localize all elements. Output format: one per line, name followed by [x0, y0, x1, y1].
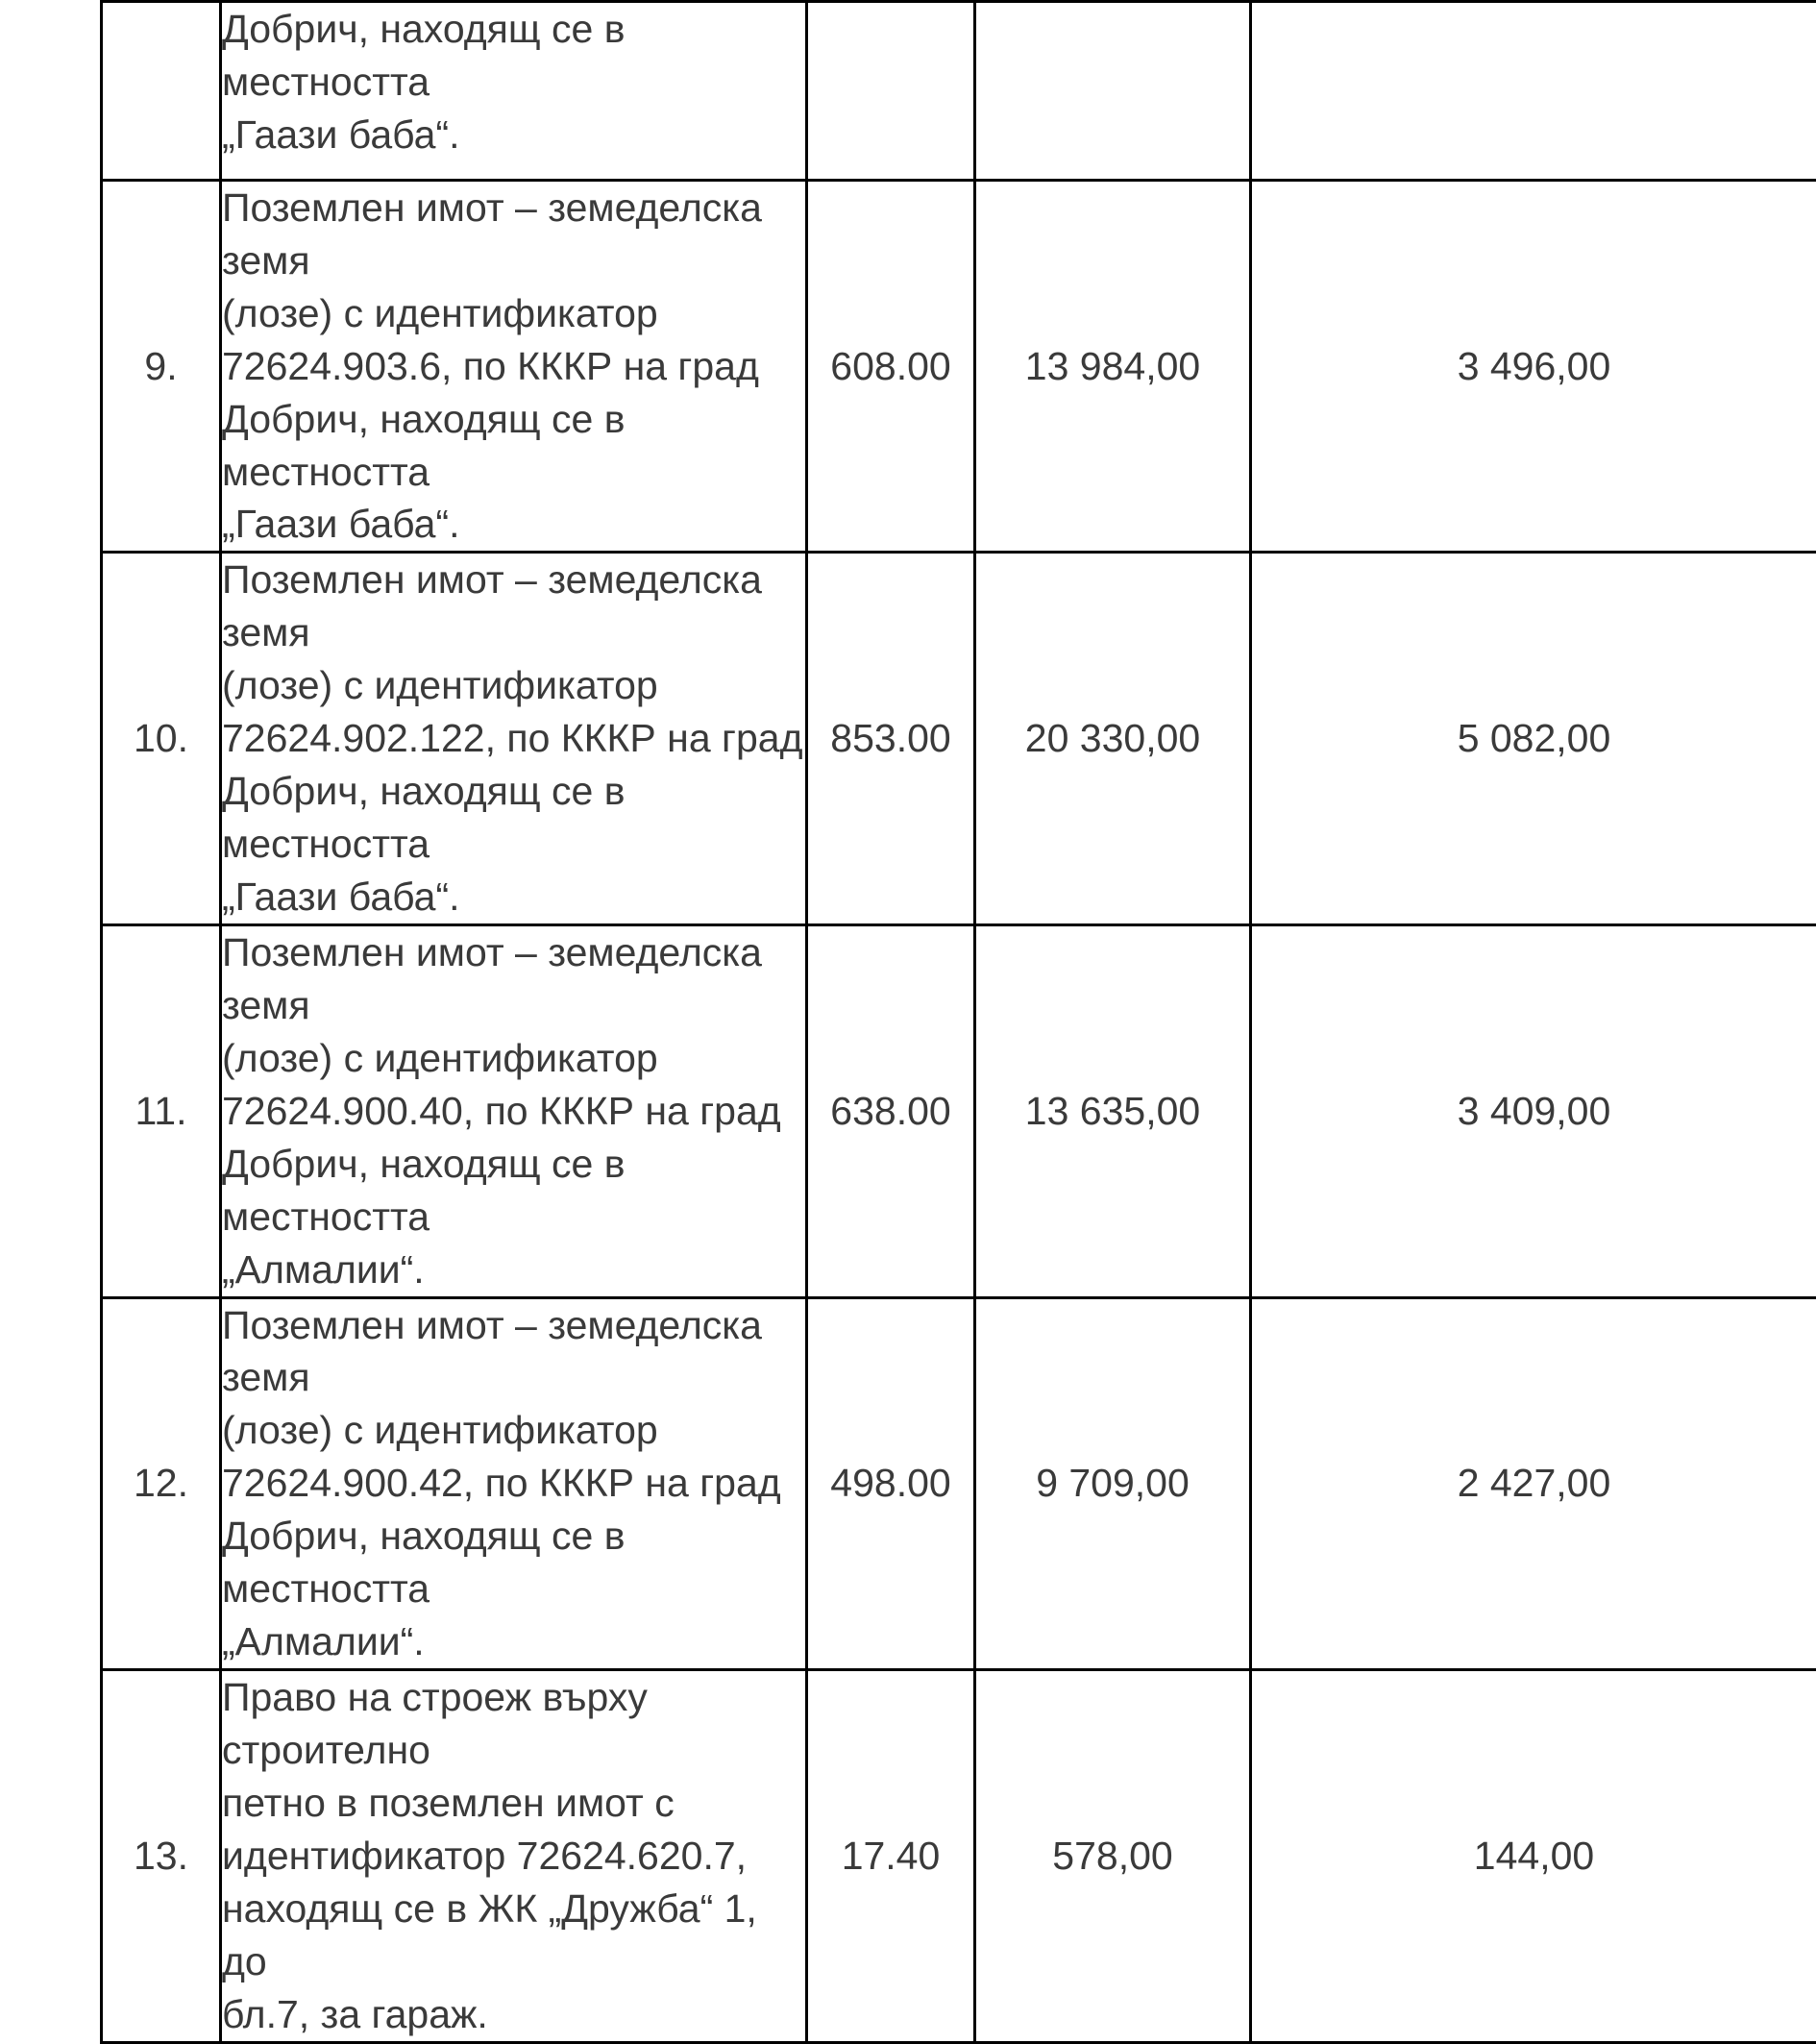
value1-cell: 578,00: [975, 1670, 1251, 2043]
table-body: Добрич, находящ се в местността„Гаази ба…: [102, 2, 1816, 2043]
description-line: „Гаази баба“.: [222, 109, 805, 161]
table-row: Добрич, находящ се в местността„Гаази ба…: [102, 2, 1816, 181]
property-table: Добрич, находящ се в местността„Гаази ба…: [100, 0, 1816, 2044]
property-description-cell: Поземлен имот – земеделска земя(лозе) с …: [221, 180, 807, 553]
row-number-cell: 13.: [102, 1670, 221, 2043]
description-line: „Гаази баба“.: [222, 871, 805, 923]
description-line: 72624.900.40, по КККР на град: [222, 1085, 805, 1138]
value1-cell: 13 984,00: [975, 180, 1251, 553]
value2-cell: 144,00: [1251, 1670, 1816, 2043]
description-line: идентификатор 72624.620.7,: [222, 1830, 805, 1883]
value2-cell: 3 496,00: [1251, 180, 1816, 553]
description-line: (лозе) с идентификатор: [222, 287, 805, 340]
description-line: Поземлен имот – земеделска земя: [222, 554, 805, 659]
description-line: Добрич, находящ се в местността: [222, 1510, 805, 1615]
table-row: 11.Поземлен имот – земеделска земя(лозе)…: [102, 924, 1816, 1297]
description-line: бл.7, за гараж.: [222, 1988, 805, 2041]
description-line: 72624.902.122, по КККР на град: [222, 712, 805, 765]
description-line: 72624.903.6, по КККР на град: [222, 340, 805, 393]
row-number-cell: 11.: [102, 924, 221, 1297]
value2-cell: 2 427,00: [1251, 1297, 1816, 1670]
area-cell: [807, 2, 975, 181]
description-line: Добрич, находящ се в местността: [222, 765, 805, 871]
description-line: петно в поземлен имот с: [222, 1777, 805, 1830]
table-row: 10.Поземлен имот – земеделска земя(лозе)…: [102, 553, 1816, 925]
area-cell: 608.00: [807, 180, 975, 553]
table-row: 12.Поземлен имот – земеделска земя(лозе)…: [102, 1297, 1816, 1670]
description-line: (лозе) с идентификатор: [222, 659, 805, 712]
value2-cell: [1251, 2, 1816, 181]
description-line: Поземлен имот – земеделска земя: [222, 182, 805, 287]
description-line: „Алмалии“.: [222, 1244, 805, 1296]
description-line: Добрич, находящ се в местността: [222, 1138, 805, 1244]
row-number-cell: 12.: [102, 1297, 221, 1670]
property-description-cell: Поземлен имот – земеделска земя(лозе) с …: [221, 553, 807, 925]
description-line: находящ се в ЖК „Дружба“ 1, до: [222, 1883, 805, 1988]
area-cell: 17.40: [807, 1670, 975, 2043]
value1-cell: 9 709,00: [975, 1297, 1251, 1670]
description-line: Право на строеж върху строително: [222, 1671, 805, 1777]
area-cell: 853.00: [807, 553, 975, 925]
value1-cell: 13 635,00: [975, 924, 1251, 1297]
value1-cell: [975, 2, 1251, 181]
value1-cell: 20 330,00: [975, 553, 1251, 925]
description-line: Добрич, находящ се в местността: [222, 393, 805, 499]
description-line: Поземлен имот – земеделска земя: [222, 1299, 805, 1405]
property-description-cell: Поземлен имот – земеделска земя(лозе) с …: [221, 924, 807, 1297]
description-line: „Алмалии“.: [222, 1615, 805, 1668]
row-number-cell: 9.: [102, 180, 221, 553]
row-number-cell: [102, 2, 221, 181]
document-page: Добрич, находящ се в местността„Гаази ба…: [0, 0, 1816, 1693]
property-description-cell: Поземлен имот – земеделска земя(лозе) с …: [221, 1297, 807, 1670]
value2-cell: 5 082,00: [1251, 553, 1816, 925]
description-line: (лозе) с идентификатор: [222, 1032, 805, 1085]
description-line: (лозе) с идентификатор: [222, 1404, 805, 1457]
area-cell: 498.00: [807, 1297, 975, 1670]
table-row: 9.Поземлен имот – земеделска земя(лозе) …: [102, 180, 1816, 553]
value2-cell: 3 409,00: [1251, 924, 1816, 1297]
property-description-cell: Добрич, находящ се в местността„Гаази ба…: [221, 2, 807, 181]
description-line: 72624.900.42, по КККР на град: [222, 1457, 805, 1510]
description-line: Добрич, находящ се в местността: [222, 3, 805, 109]
row-number-cell: 10.: [102, 553, 221, 925]
description-line: „Гаази баба“.: [222, 498, 805, 551]
description-line: Поземлен имот – земеделска земя: [222, 926, 805, 1032]
area-cell: 638.00: [807, 924, 975, 1297]
